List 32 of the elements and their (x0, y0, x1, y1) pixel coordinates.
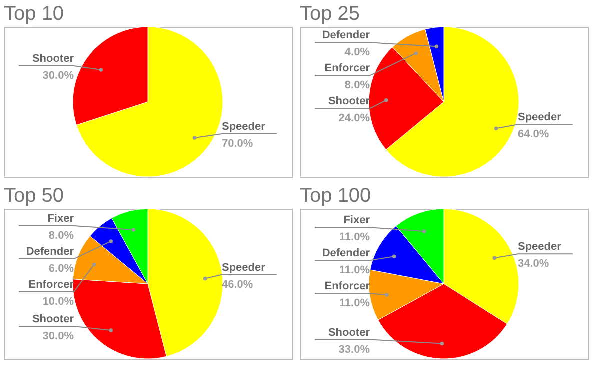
slice-label: Fixer (344, 214, 371, 227)
slice-label: Defender (322, 248, 371, 260)
data-label: 70.0% (222, 138, 254, 150)
data-label: 8.0% (344, 80, 370, 92)
chart-title: Top 25 (300, 3, 360, 25)
data-label: 64.0% (518, 128, 550, 141)
data-label: 11.0% (339, 232, 370, 244)
data-label: 8.0% (48, 230, 74, 242)
slice-label: Speeder (222, 120, 266, 133)
chart-title: Top 100 (300, 185, 372, 207)
slice-label: Enforcer (324, 62, 371, 75)
chart-title: Top 10 (4, 3, 64, 25)
slice-label: Shooter (32, 53, 75, 66)
data-label: 30.0% (42, 70, 74, 82)
data-label: 6.0% (48, 263, 74, 276)
chart-title: Top 50 (4, 185, 64, 207)
data-label: 34.0% (518, 258, 550, 270)
slice-label: Speeder (222, 262, 266, 274)
slice-label: Shooter (32, 314, 75, 326)
data-label: 4.0% (344, 46, 370, 59)
data-label: 24.0% (338, 112, 370, 125)
data-label: 11.0% (339, 264, 370, 277)
slice-label: Speeder (518, 112, 562, 124)
slice-label: Defender (26, 246, 75, 258)
data-label: 11.0% (339, 298, 370, 310)
data-label: 30.0% (42, 330, 74, 343)
slice-label: Fixer (48, 213, 75, 226)
slice-label: Speeder (518, 241, 562, 254)
slice-label: Shooter (328, 326, 371, 339)
data-label: 33.0% (338, 344, 370, 356)
data-label: 10.0% (42, 296, 74, 308)
slice-label: Defender (322, 30, 371, 42)
